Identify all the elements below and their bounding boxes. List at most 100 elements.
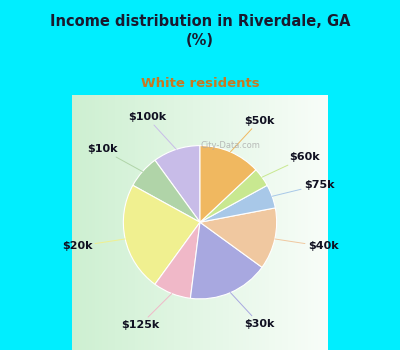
Bar: [184, 79, 187, 350]
Bar: [337, 79, 341, 350]
Bar: [69, 79, 72, 350]
Bar: [122, 79, 125, 350]
Bar: [108, 79, 112, 350]
Bar: [272, 79, 275, 350]
Bar: [239, 79, 242, 350]
Bar: [82, 79, 86, 350]
Bar: [148, 79, 151, 350]
Bar: [115, 79, 118, 350]
Bar: [36, 79, 40, 350]
Bar: [63, 79, 66, 350]
Bar: [89, 79, 92, 350]
Bar: [40, 79, 43, 350]
Bar: [301, 79, 305, 350]
Wedge shape: [155, 222, 200, 298]
Bar: [134, 79, 138, 350]
Text: $100k: $100k: [128, 112, 176, 149]
Bar: [56, 79, 59, 350]
Bar: [118, 79, 122, 350]
Bar: [200, 79, 203, 350]
Text: $30k: $30k: [230, 293, 274, 329]
Bar: [102, 79, 105, 350]
Text: $60k: $60k: [262, 152, 320, 177]
Bar: [161, 79, 164, 350]
Bar: [213, 79, 216, 350]
Bar: [344, 79, 347, 350]
Bar: [53, 79, 56, 350]
Bar: [269, 79, 272, 350]
Bar: [187, 79, 190, 350]
Bar: [331, 79, 334, 350]
Bar: [282, 79, 285, 350]
Text: White residents: White residents: [141, 77, 259, 90]
Bar: [216, 79, 220, 350]
Bar: [249, 79, 252, 350]
Bar: [357, 79, 360, 350]
Wedge shape: [200, 208, 277, 267]
Bar: [246, 79, 249, 350]
Bar: [128, 79, 131, 350]
Wedge shape: [200, 170, 267, 222]
Bar: [334, 79, 337, 350]
Wedge shape: [200, 185, 275, 222]
Bar: [360, 79, 364, 350]
Bar: [154, 79, 158, 350]
Bar: [138, 79, 141, 350]
Bar: [321, 79, 324, 350]
Bar: [174, 79, 177, 350]
Bar: [278, 79, 282, 350]
Text: $50k: $50k: [230, 116, 274, 152]
Bar: [252, 79, 256, 350]
Bar: [46, 79, 50, 350]
Text: $20k: $20k: [62, 239, 125, 251]
Bar: [86, 79, 89, 350]
Bar: [180, 79, 184, 350]
Bar: [210, 79, 213, 350]
Wedge shape: [200, 146, 256, 222]
Text: $40k: $40k: [275, 239, 338, 251]
Bar: [151, 79, 154, 350]
Wedge shape: [155, 146, 200, 222]
Wedge shape: [190, 222, 262, 299]
Bar: [285, 79, 288, 350]
Bar: [59, 79, 63, 350]
Bar: [76, 79, 79, 350]
Bar: [50, 79, 53, 350]
Bar: [190, 79, 194, 350]
Bar: [144, 79, 148, 350]
Bar: [292, 79, 295, 350]
Bar: [112, 79, 115, 350]
Bar: [167, 79, 170, 350]
Bar: [275, 79, 278, 350]
Bar: [158, 79, 161, 350]
Bar: [92, 79, 95, 350]
Bar: [206, 79, 210, 350]
Bar: [125, 79, 128, 350]
Bar: [233, 79, 236, 350]
Text: $75k: $75k: [272, 180, 334, 196]
Bar: [226, 79, 230, 350]
Bar: [305, 79, 308, 350]
Bar: [170, 79, 174, 350]
Bar: [314, 79, 318, 350]
Bar: [318, 79, 321, 350]
Bar: [141, 79, 144, 350]
Bar: [308, 79, 311, 350]
Text: City-Data.com: City-Data.com: [201, 141, 260, 150]
Bar: [295, 79, 298, 350]
Text: $10k: $10k: [87, 144, 142, 172]
Bar: [259, 79, 262, 350]
Wedge shape: [123, 185, 200, 284]
Bar: [66, 79, 69, 350]
Bar: [262, 79, 266, 350]
Bar: [350, 79, 354, 350]
Bar: [79, 79, 82, 350]
Bar: [298, 79, 301, 350]
Bar: [203, 79, 206, 350]
Bar: [95, 79, 99, 350]
Text: Income distribution in Riverdale, GA
(%): Income distribution in Riverdale, GA (%): [50, 14, 350, 48]
Bar: [223, 79, 226, 350]
Bar: [341, 79, 344, 350]
Bar: [311, 79, 314, 350]
Bar: [347, 79, 350, 350]
